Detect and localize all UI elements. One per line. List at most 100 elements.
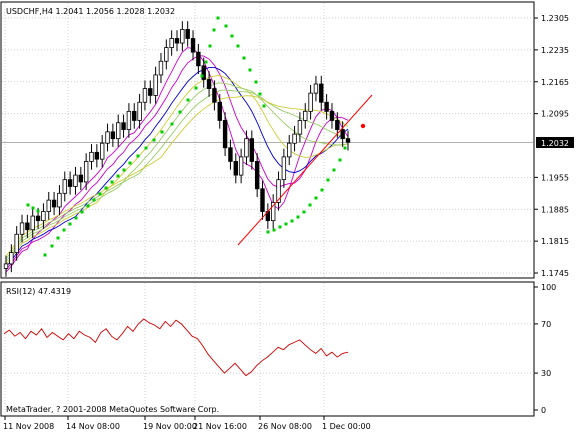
sar-dot	[31, 206, 35, 210]
candle-body	[99, 142, 105, 160]
sar-dot	[338, 158, 342, 162]
candle-body	[206, 79, 212, 89]
candle-body	[319, 83, 324, 103]
rsi-line	[3, 318, 349, 377]
candle-body	[260, 188, 265, 212]
candle-body	[340, 129, 345, 140]
sar-dot	[266, 230, 270, 234]
sar-dot	[36, 209, 40, 213]
candle-body	[153, 74, 158, 96]
sar-dot	[104, 186, 108, 190]
rsi-panel-frame	[0, 281, 535, 417]
sar-dot	[200, 74, 204, 78]
time-tick-label: 14 Nov 08:00	[66, 422, 120, 431]
sar-dot	[144, 146, 148, 150]
candle-body	[212, 88, 217, 103]
candle-body	[19, 222, 25, 235]
sar-dot	[308, 203, 312, 207]
candle-body	[196, 51, 201, 67]
candle-body	[30, 215, 35, 231]
candle-body	[67, 179, 73, 187]
sar-dot	[284, 222, 288, 226]
sar-dot	[43, 253, 47, 257]
price-tick-label: 1.2095	[541, 110, 569, 119]
candle-body	[94, 151, 100, 160]
moving-average-line	[5, 95, 349, 257]
sar-dot	[302, 210, 306, 214]
candle-body	[287, 142, 292, 158]
rsi-title: RSI(12) 47.4319	[6, 287, 71, 296]
candle-body	[3, 263, 9, 269]
rsi-path	[3, 318, 349, 377]
candle-body	[345, 138, 351, 143]
sar-dot	[62, 228, 66, 232]
sar-dot	[332, 168, 336, 172]
sar-dot	[186, 98, 190, 102]
sar-dot	[212, 28, 216, 32]
trendlines	[237, 94, 373, 246]
time-tick-label: 19 Nov 00:00	[143, 422, 197, 431]
price-tick-label: 1.2165	[541, 78, 569, 87]
candle-body	[51, 199, 57, 208]
sar-dot	[56, 236, 60, 240]
candle-body	[238, 156, 244, 176]
candles	[3, 21, 351, 277]
candle-body	[78, 174, 84, 183]
current-price-tag	[536, 137, 574, 148]
sar-dot	[320, 188, 324, 192]
sar-dot	[254, 80, 258, 84]
rsi-tick-label: 0	[541, 406, 546, 415]
price-tick-label: 1.2305	[541, 14, 569, 23]
sar-dot	[86, 204, 90, 208]
sar-dot	[116, 174, 120, 178]
candle-body	[46, 199, 51, 212]
current-price-label: 1.2032	[541, 139, 569, 148]
candle-body	[9, 252, 14, 265]
sar-dot	[152, 138, 156, 142]
sar-dot	[236, 44, 240, 48]
candle-body	[83, 161, 89, 183]
sar-dot	[278, 225, 282, 229]
candle-body	[228, 147, 233, 162]
sar-dot	[50, 244, 54, 248]
sar-dot	[296, 215, 300, 219]
time-tick-label: 26 Nov 08:00	[258, 422, 312, 431]
candle-body	[132, 110, 137, 121]
candle-body	[25, 222, 30, 231]
sar-dot	[224, 24, 228, 28]
candle-body	[201, 65, 206, 80]
candle-body	[217, 101, 222, 121]
candle-body	[73, 174, 78, 187]
sar-dot	[242, 56, 246, 60]
price-title: USDCHF,H4 1.2041 1.2056 1.2028 1.2032	[6, 7, 175, 16]
candle-body	[148, 88, 153, 96]
sar-dot	[170, 122, 174, 126]
sar-dot	[258, 92, 262, 96]
sar-dot	[314, 196, 318, 200]
sar-dot	[290, 219, 294, 223]
trendline	[237, 94, 373, 246]
candle-body	[121, 122, 126, 130]
candle-body	[281, 156, 287, 181]
rsi-tick-label: 100	[541, 283, 556, 292]
moving-average-line	[5, 89, 349, 259]
moving-average-line	[5, 82, 349, 262]
time-tick-label: 21 Nov 16:00	[193, 422, 247, 431]
sar-dot	[262, 104, 266, 108]
sar-dot	[204, 60, 208, 64]
candle-body	[329, 110, 335, 121]
candle-body	[270, 202, 276, 222]
price-tick-label: 1.1955	[541, 173, 569, 182]
price-tick-label: 1.1885	[541, 205, 569, 214]
candle-body	[297, 120, 303, 135]
candle-body	[180, 28, 185, 44]
candle-body	[41, 211, 46, 222]
moving-average-line	[5, 55, 349, 270]
candle-body	[89, 151, 94, 162]
sar-dot	[68, 222, 72, 226]
candle-body	[185, 28, 190, 39]
sar-dot	[248, 68, 252, 72]
candle-body	[169, 38, 174, 48]
sar-dot	[208, 44, 212, 48]
